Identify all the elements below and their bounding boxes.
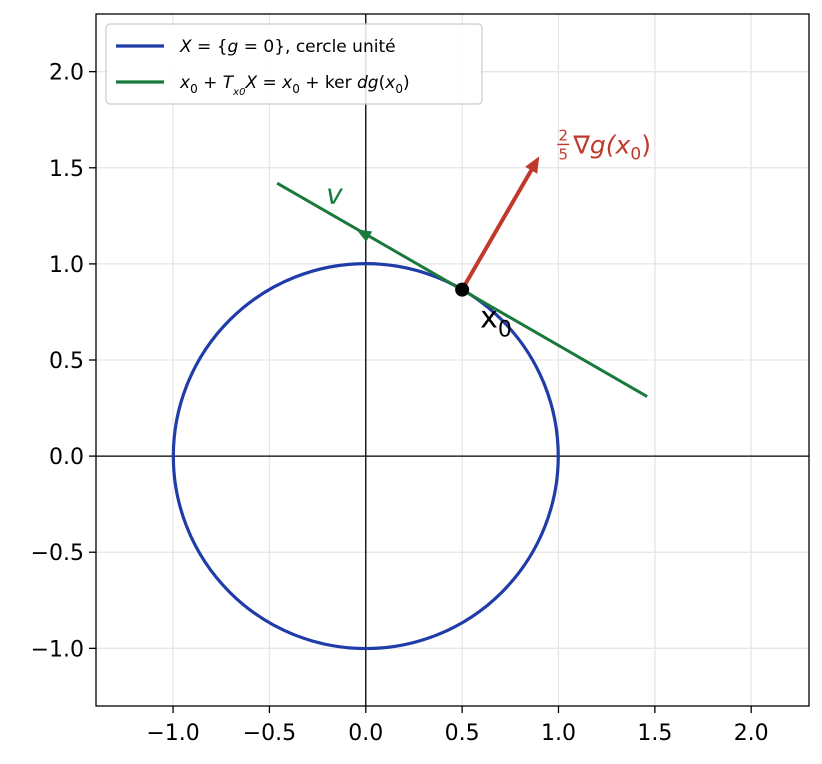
x-tick-label-3: 0.5 — [445, 721, 480, 746]
tangent-vector-label: v — [326, 177, 343, 210]
x-tick-label-6: 2.0 — [734, 721, 769, 746]
gradient-label-expression: ∇g(x0) — [572, 130, 651, 164]
gradient-arrow-head — [525, 156, 540, 174]
y-tick-label-1: −0.5 — [31, 541, 84, 566]
x-tick-label-4: 1.0 — [541, 721, 576, 746]
gradient-label-fraction-denominator: 5 — [558, 145, 568, 163]
legend-label-unit-circle: X = {g = 0}, cercle unité — [179, 37, 396, 57]
gradient-arrow-shaft — [460, 165, 535, 291]
y-tick-label-6: 2.0 — [49, 61, 84, 86]
tangent-vector-arrow-head — [356, 229, 373, 242]
legend-box — [105, 23, 483, 105]
gradient-arrow-label: 2 5 ∇g(x0) — [557, 126, 651, 164]
y-tick-label-0: −1.0 — [31, 637, 84, 662]
y-tick-label-2: 0.0 — [49, 445, 84, 470]
x-tick-label-2: 0.0 — [348, 721, 383, 746]
legend-label-tangent-line: x0 + Tx0X = x0 + ker dg(x0) — [179, 73, 410, 98]
y-tick-label-4: 1.0 — [49, 253, 84, 278]
x-tick-label-0: −1.0 — [146, 721, 199, 746]
x-axis-ticks: −1.0 −0.5 0.0 0.5 1.0 1.5 2.0 — [146, 706, 769, 746]
unit-circle-series — [171, 262, 560, 651]
x-tick-label-5: 1.5 — [637, 721, 672, 746]
x-tick-label-1: −0.5 — [243, 721, 296, 746]
legend: X = {g = 0}, cercle unité x0 + Tx0X = x0… — [105, 23, 483, 105]
y-axis-ticks: −1.0 −0.5 0.0 0.5 1.0 1.5 2.0 — [31, 61, 96, 662]
point-x0-label: x0 — [480, 301, 512, 343]
point-x0 — [455, 282, 470, 297]
gradient-label-fraction-numerator: 2 — [558, 126, 568, 144]
y-tick-label-5: 1.5 — [49, 157, 84, 182]
y-tick-label-3: 0.5 — [49, 349, 84, 374]
